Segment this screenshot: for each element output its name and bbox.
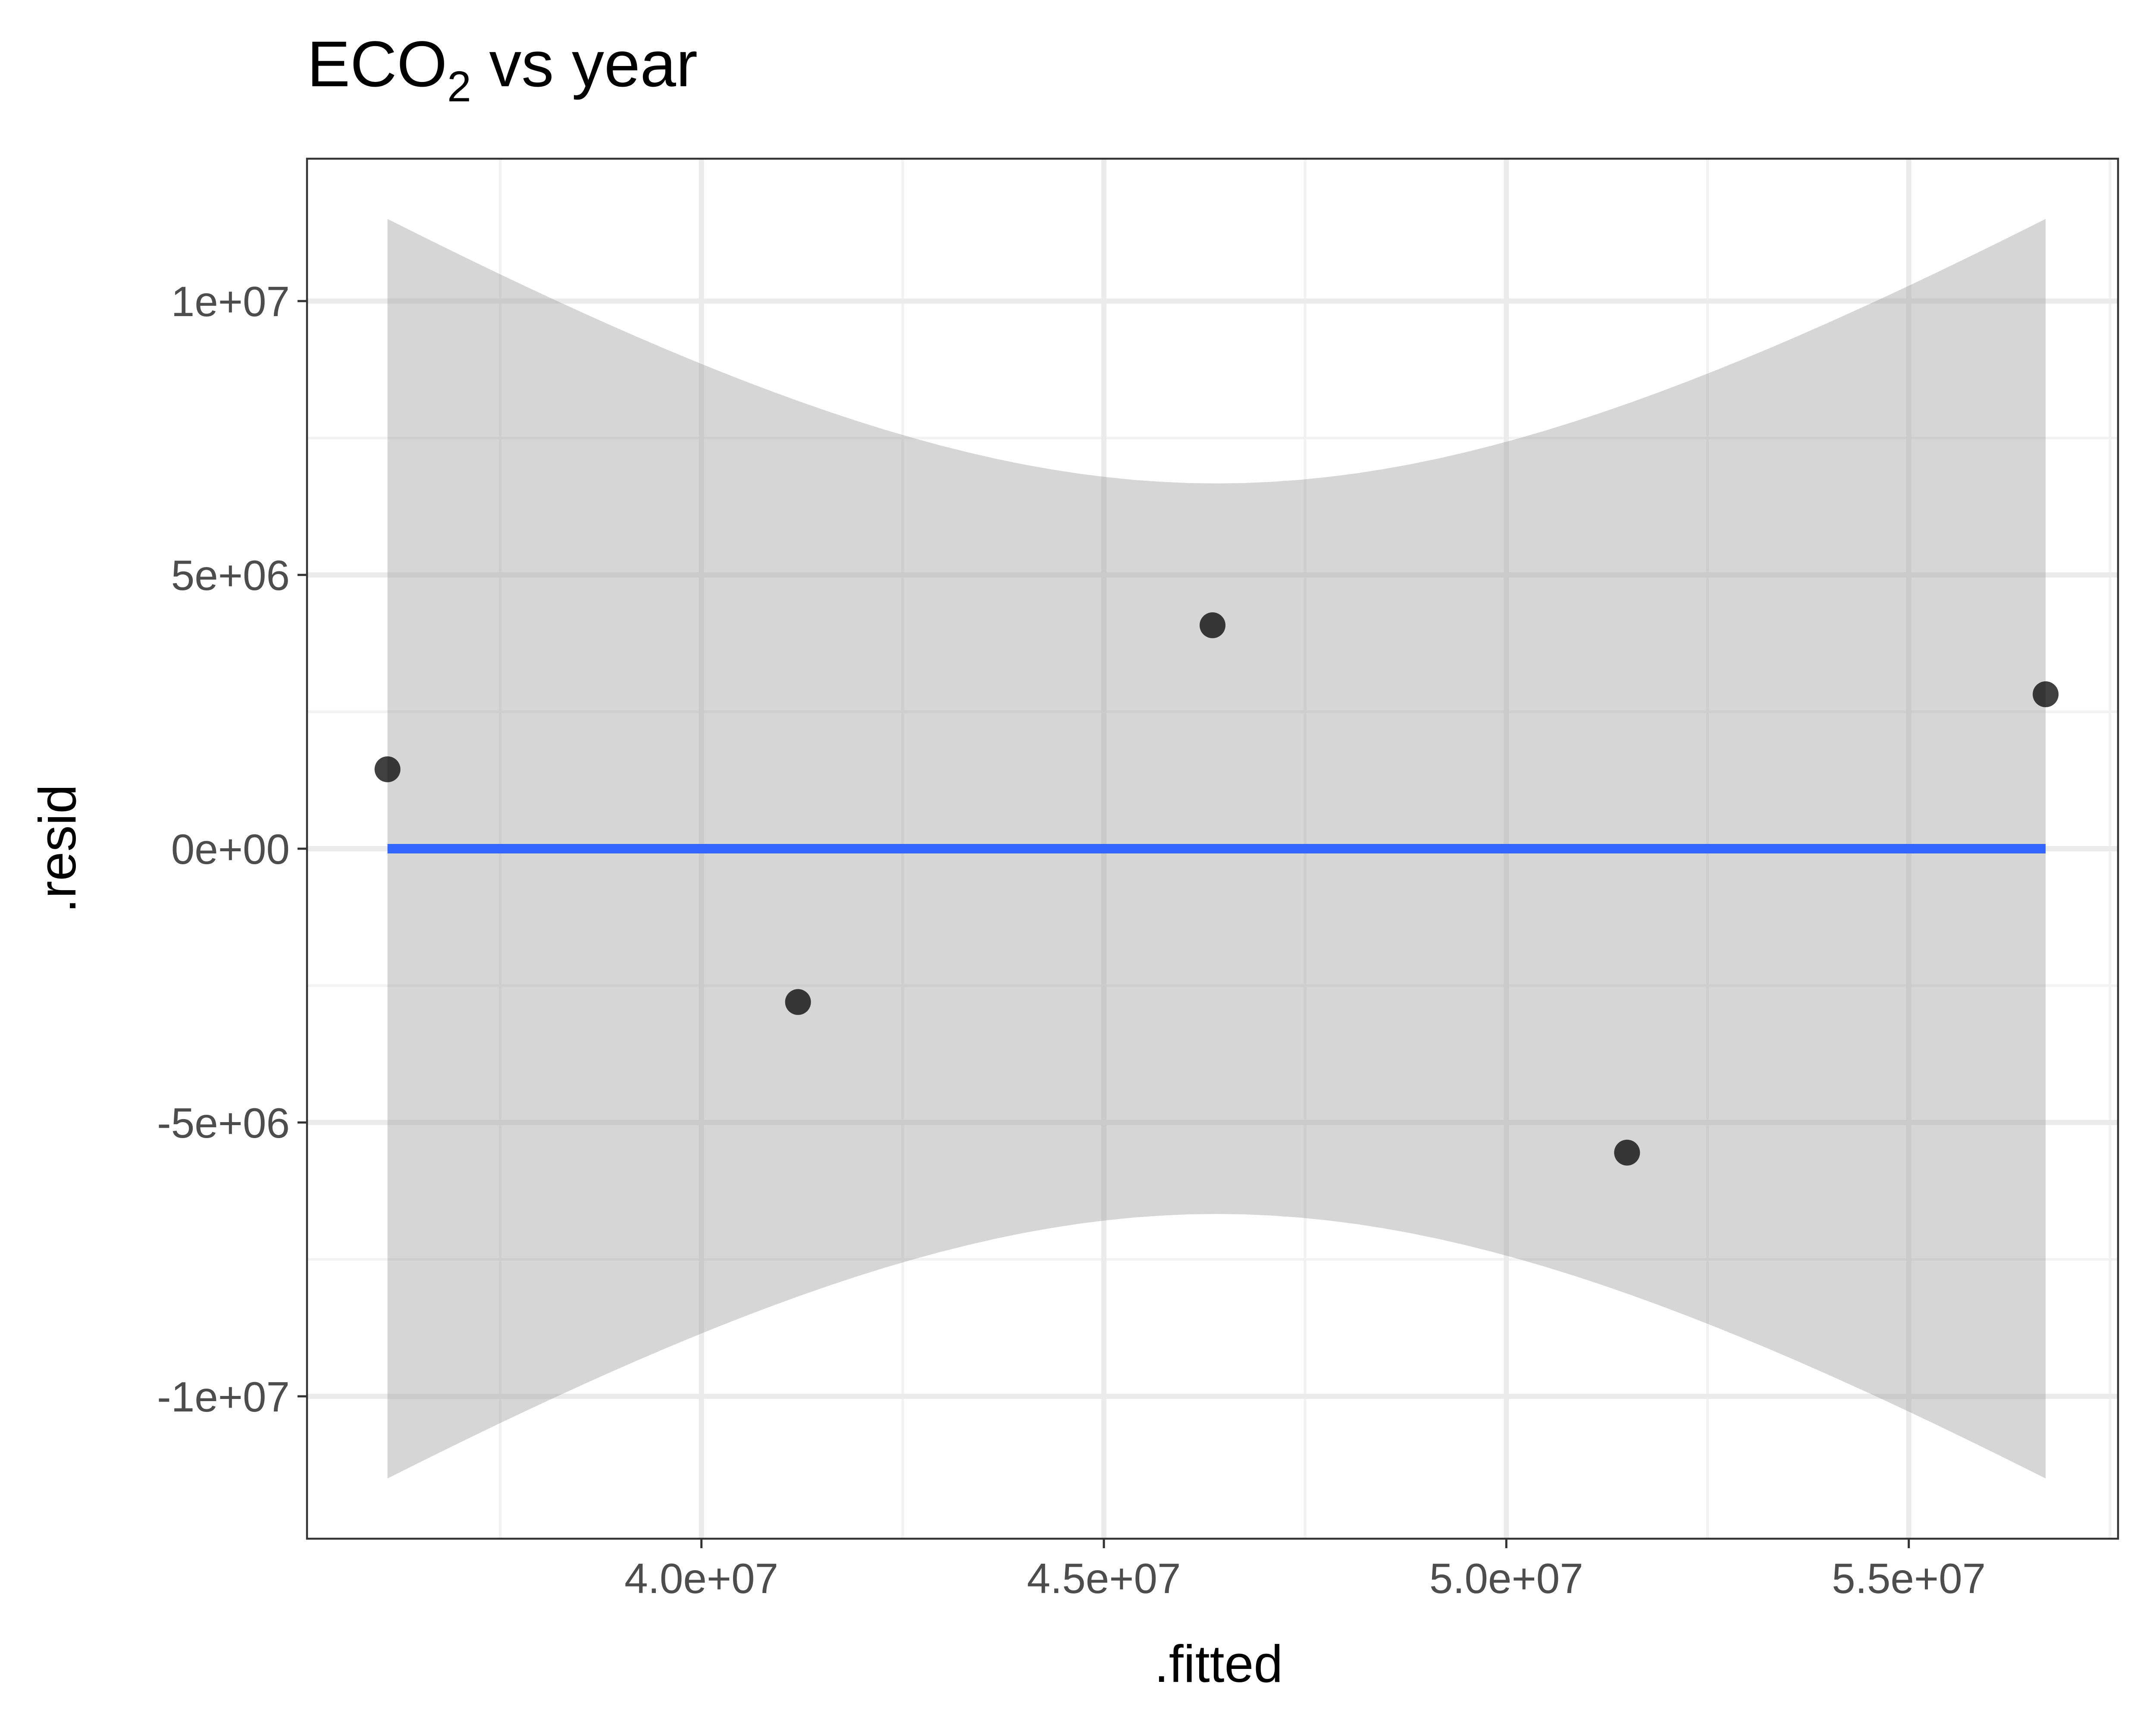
y-axis-title: .resid <box>28 784 87 913</box>
chart-title: ECO2 vs year <box>307 28 698 111</box>
data-points <box>374 612 2059 1166</box>
x-tick-label-3: 5.5e+07 <box>1832 1555 1986 1602</box>
data-point-1 <box>785 989 811 1015</box>
y-tick-label-0: 1e+07 <box>171 278 290 325</box>
y-tick-label-2: 0e+00 <box>171 825 290 873</box>
data-point-0 <box>374 756 401 782</box>
x-axis-title: .fitted <box>1154 1634 1283 1693</box>
x-tick-label-2: 5.0e+07 <box>1429 1555 1583 1602</box>
chart-title-main: ECO <box>307 28 447 100</box>
x-tick-label-1: 4.5e+07 <box>1027 1555 1181 1602</box>
x-tick-label-0: 4.0e+07 <box>624 1555 778 1602</box>
x-axis-ticks: 4.0e+07 4.5e+07 5.0e+07 5.5e+07 <box>624 1539 1986 1602</box>
data-point-2 <box>1200 612 1225 638</box>
y-axis-ticks: 1e+07 5e+06 0e+00 -5e+06 -1e+07 <box>157 278 307 1421</box>
chart-title-suffix: vs year <box>471 28 698 100</box>
data-point-3 <box>1614 1139 1640 1166</box>
y-tick-label-3: -5e+06 <box>157 1099 290 1147</box>
data-point-4 <box>2033 681 2059 707</box>
y-tick-label-4: -1e+07 <box>157 1373 290 1421</box>
y-tick-label-1: 5e+06 <box>171 552 290 599</box>
chart-title-subscript: 2 <box>447 63 471 111</box>
